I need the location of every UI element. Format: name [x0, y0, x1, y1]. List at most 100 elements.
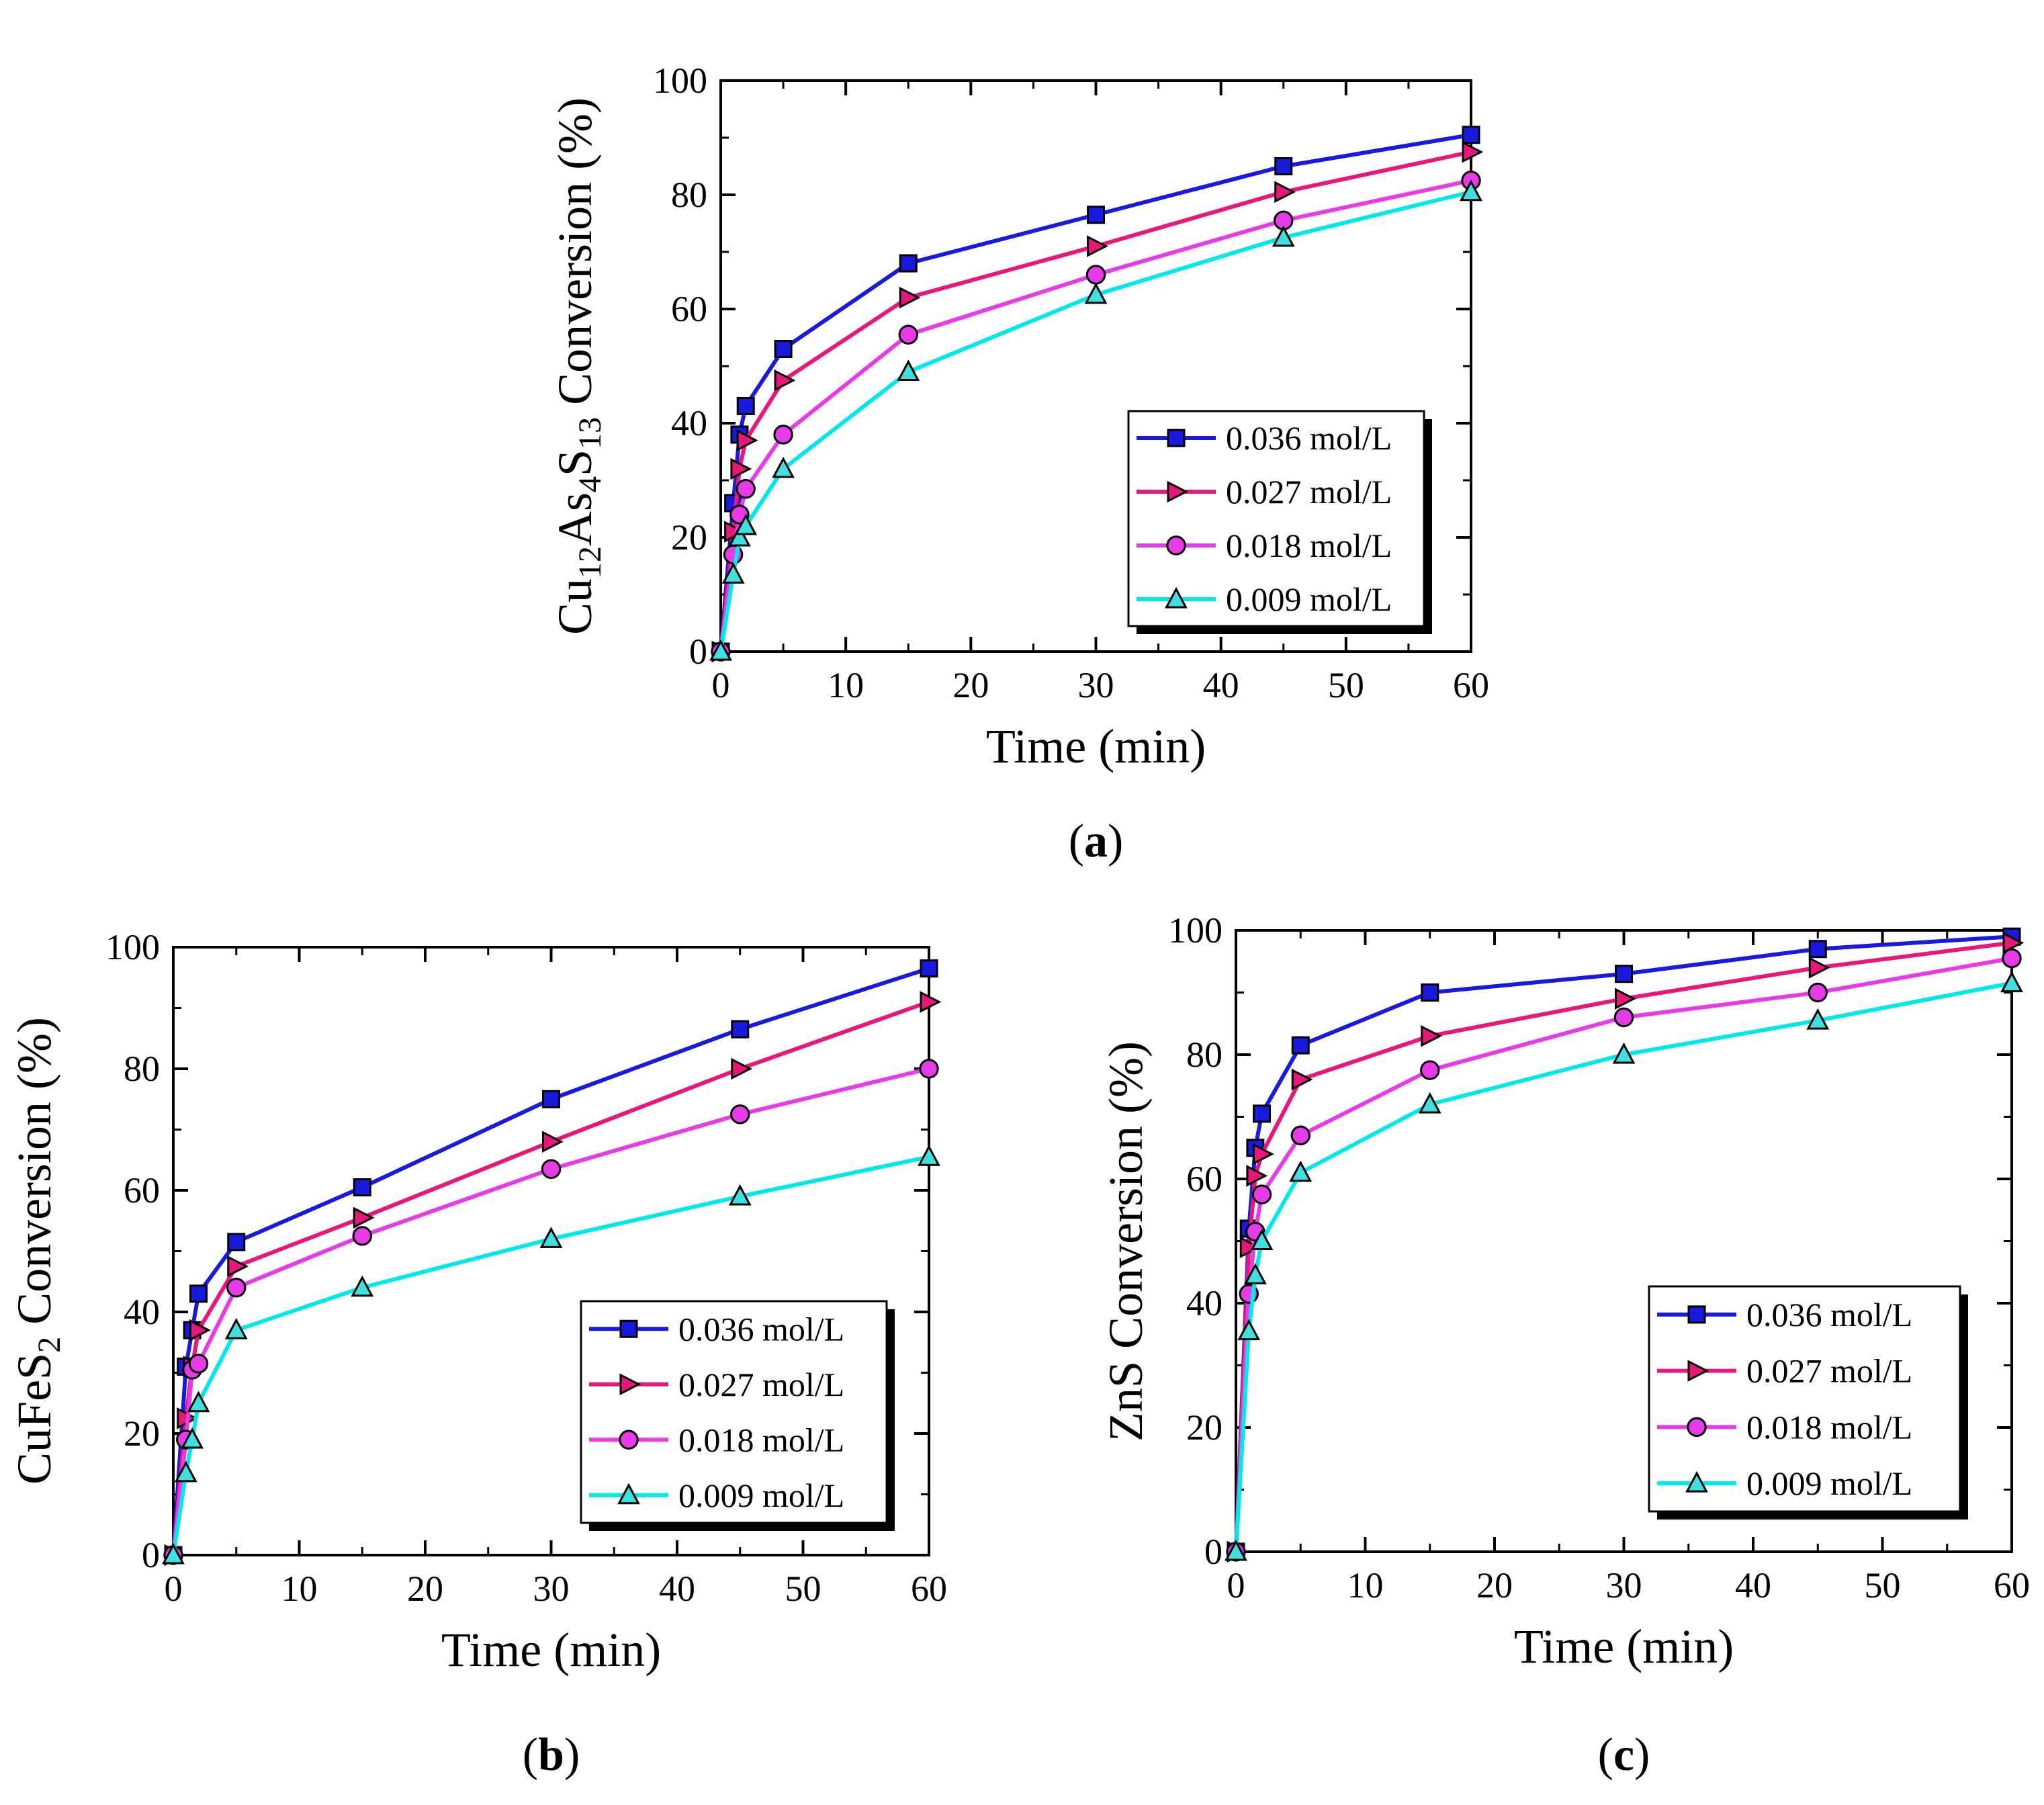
- panel-label-paren: (: [523, 1729, 538, 1781]
- data-point-triangle-up: [181, 1427, 204, 1449]
- data-point-circle: [541, 1159, 562, 1180]
- y-axis-title-subscript: 2: [32, 1337, 67, 1353]
- y-axis-title-subscript: 13: [572, 417, 608, 449]
- y-tick-label: 40: [671, 403, 707, 443]
- data-point-triangle-right: [1274, 181, 1296, 204]
- legend: 0.036 mol/L 0.027 mol/L 0.018 mol/L 0.009 m…: [1648, 1285, 1968, 1520]
- data-point-triangle-up: [539, 1227, 563, 1248]
- x-tick-label: 20: [952, 665, 989, 705]
- legend-label: 0.036 mol/L: [1746, 1296, 1912, 1333]
- legend-label: 0.027 mol/L: [1746, 1352, 1912, 1390]
- panel-label-letter: a: [1084, 816, 1108, 867]
- legend-marker-circle: [1687, 1417, 1707, 1438]
- y-axis-title-part: CuFeS: [7, 1353, 61, 1485]
- y-tick-label: 80: [1186, 1034, 1223, 1075]
- panel-label: (c): [1598, 1729, 1650, 1781]
- data-point-circle: [1808, 982, 1828, 1003]
- legend-label: 0.018 mol/L: [1746, 1408, 1912, 1446]
- data-point-triangle-up: [174, 1460, 197, 1483]
- data-point-triangle-up: [918, 1145, 940, 1166]
- data-point-square: [1087, 206, 1105, 224]
- legend-label: 0.009 mol/L: [1226, 580, 1392, 618]
- legend-marker-circle: [1166, 535, 1186, 556]
- data-point-triangle-right: [1239, 1236, 1261, 1259]
- y-tick-label: 60: [671, 289, 707, 329]
- data-point-circle: [1420, 1060, 1440, 1080]
- x-tick-label: 40: [659, 1569, 695, 1609]
- legend-label: 0.027 mol/L: [678, 1366, 844, 1403]
- x-tick-label: 50: [1865, 1565, 1901, 1605]
- data-point-square: [227, 1233, 246, 1251]
- y-tick-label: 40: [1186, 1283, 1223, 1323]
- y-axis-title-subscript: 4: [572, 476, 608, 492]
- data-point-square: [353, 1178, 371, 1196]
- y-axis-title-subscript: 12: [572, 546, 608, 578]
- data-point-circle: [1613, 1007, 1634, 1028]
- x-axis-title: Time (min): [986, 719, 1206, 773]
- y-tick-label: 40: [124, 1292, 160, 1332]
- legend-marker-circle: [619, 1429, 639, 1450]
- data-point-circle: [188, 1354, 209, 1374]
- data-point-square: [189, 1284, 208, 1303]
- y-axis-title-part: S: [548, 449, 602, 476]
- data-point-triangle-right: [920, 991, 942, 1013]
- data-point-triangle-right: [1087, 235, 1108, 257]
- series-triangle-up: [709, 179, 1482, 661]
- data-point-square: [899, 254, 918, 273]
- y-tick-label: 60: [1186, 1159, 1223, 1199]
- panel-label-paren: ): [1108, 816, 1123, 867]
- data-point-triangle-up: [162, 1542, 185, 1565]
- data-point-triangle-up: [1460, 179, 1482, 202]
- legend-label: 0.027 mol/L: [1226, 473, 1392, 511]
- data-point-circle: [773, 425, 793, 445]
- legend-label: 0.036 mol/L: [678, 1310, 844, 1348]
- legend-marker-triangle-right: [1687, 1360, 1709, 1382]
- data-point-triangle-up: [1612, 1042, 1636, 1064]
- data-point-triangle-up: [1418, 1092, 1441, 1114]
- data-point-circle: [1085, 265, 1106, 285]
- panel-label-letter: b: [538, 1729, 564, 1781]
- legend-marker-triangle-up: [617, 1483, 640, 1505]
- x-tick-label: 30: [533, 1569, 570, 1609]
- y-tick-label: 60: [124, 1170, 160, 1210]
- y-axis-title-part: Conversion (%): [548, 97, 602, 417]
- legend-marker-square: [619, 1319, 638, 1338]
- data-point-triangle-up: [1225, 1539, 1247, 1561]
- data-point-triangle-up: [187, 1391, 210, 1413]
- legend-label: 0.036 mol/L: [1226, 419, 1392, 457]
- legend-marker-triangle-up: [1165, 586, 1188, 609]
- x-tick-label: 0: [1227, 1565, 1245, 1605]
- data-point-triangle-right: [189, 1319, 211, 1341]
- data-point-triangle-right: [227, 1255, 249, 1278]
- data-point-square: [1253, 1104, 1271, 1123]
- panel-label: (b): [523, 1729, 580, 1781]
- legend: 0.036 mol/L 0.027 mol/L 0.018 mol/L 0.009 m…: [580, 1300, 895, 1531]
- data-point-square: [731, 1020, 750, 1039]
- y-axis-title-part: ZnS Conversion (%): [1099, 1041, 1153, 1442]
- y-tick-label: 100: [653, 60, 707, 101]
- data-point-circle: [352, 1226, 372, 1246]
- panel-label-paren: ): [564, 1729, 580, 1781]
- y-tick-label: 20: [124, 1413, 160, 1454]
- y-tick-label: 20: [671, 517, 707, 558]
- x-tick-label: 40: [1203, 665, 1239, 705]
- legend-label: 0.018 mol/L: [1226, 527, 1392, 564]
- data-point-triangle-up: [2000, 971, 2023, 993]
- data-point-circle: [730, 1104, 750, 1125]
- data-point-triangle-right: [899, 286, 921, 309]
- data-point-triangle-up: [721, 562, 745, 584]
- data-point-triangle-up: [734, 513, 758, 535]
- data-point-triangle-right: [542, 1131, 564, 1153]
- x-tick-label: 60: [1453, 665, 1489, 705]
- data-point-triangle-right: [774, 369, 796, 392]
- y-tick-label: 0: [142, 1535, 160, 1575]
- data-point-triangle-right: [730, 457, 752, 480]
- data-point-circle: [1251, 1184, 1272, 1204]
- data-point-triangle-right: [1246, 1165, 1268, 1187]
- x-axis-title: Time (min): [441, 1623, 661, 1677]
- y-axis-title: Cu12As4S13 Conversion (%): [548, 97, 608, 635]
- x-tick-label: 30: [1606, 1565, 1642, 1605]
- data-point-triangle-up: [728, 1184, 752, 1206]
- y-axis-title-part: As: [548, 492, 602, 546]
